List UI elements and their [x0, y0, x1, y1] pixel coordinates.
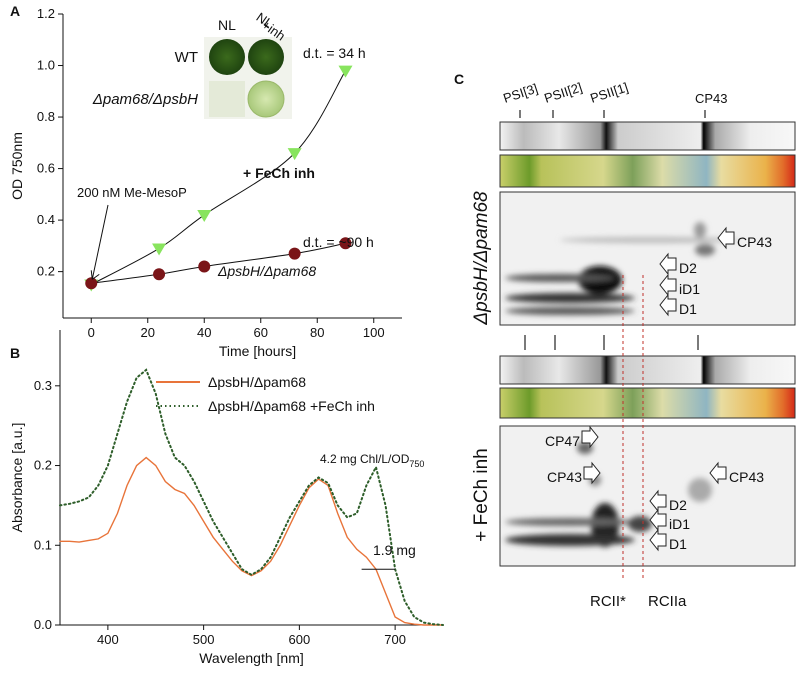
- annotation-part: 750: [409, 459, 424, 469]
- spectrum-line: [59, 368, 444, 626]
- point: [152, 243, 167, 256]
- gel-bands: [505, 222, 740, 315]
- band-label: D2: [669, 497, 687, 513]
- band-label: CP43: [729, 469, 764, 485]
- lane-label: PSII[1]: [588, 80, 630, 106]
- x-tick-label: 80: [310, 325, 324, 340]
- annotation: 1.9 mg: [373, 542, 416, 558]
- band-label: CP47: [545, 433, 580, 449]
- side-label: + FeCh inh: [471, 448, 492, 541]
- point: [339, 237, 352, 250]
- y-tick-label: 0.2: [37, 264, 55, 279]
- legend-label: ΔpsbH/Δpam68 +FeCh inh: [208, 398, 375, 414]
- point: [287, 148, 302, 161]
- annotation-arrow: [90, 204, 109, 280]
- lane-label: PSII[2]: [542, 80, 584, 106]
- band-label: iD1: [679, 281, 700, 297]
- label-arrow: [717, 226, 735, 250]
- x-tick-label: 500: [193, 632, 215, 647]
- gel-strip: [499, 154, 796, 188]
- x-tick-label: 600: [289, 632, 311, 647]
- point: [338, 65, 353, 78]
- series-label: + FeCh inh: [243, 165, 315, 181]
- label-arrow: [709, 461, 727, 485]
- gel-bands: [505, 442, 712, 547]
- panel-label: B: [10, 345, 20, 361]
- annotation-part: 4.2 mg Chl/L/OD: [320, 452, 410, 466]
- lane-label: PSI[3]: [501, 81, 539, 106]
- side-label: ΔpsbH/Δpam68: [471, 191, 492, 326]
- plate: [209, 81, 245, 117]
- gel-panel: PSI[3] PSII[2] PSII[1] CP43 ΔpsbH/Δpam68…: [471, 80, 796, 610]
- plate: [209, 39, 245, 75]
- label-arrow: [583, 461, 601, 485]
- y-axis-label: Absorbance [a.u.]: [9, 423, 25, 533]
- x-axis-label: Wavelength [nm]: [199, 650, 304, 666]
- x-tick-label: 0: [88, 325, 95, 340]
- label-arrow: [649, 508, 667, 532]
- band-label: CP43: [737, 234, 772, 250]
- plate: [247, 80, 285, 118]
- x-tick-label: 40: [197, 325, 211, 340]
- y-tick-label: 0.4: [37, 212, 55, 227]
- figure-root: A B C PSI[3] PSII[2] PSII[1] CP43 ΔpsbH/…: [9, 3, 796, 666]
- x-axis-label: Time [hours]: [219, 343, 296, 359]
- plate: [248, 39, 284, 75]
- band-label: D2: [679, 260, 697, 276]
- point: [197, 209, 212, 222]
- label-arrow: [649, 528, 667, 552]
- panel-label: A: [10, 3, 20, 19]
- y-tick-label: 0.3: [34, 378, 52, 393]
- gel-strip: [499, 355, 796, 385]
- gel-strip: [499, 121, 796, 151]
- label-arrow: [659, 293, 677, 317]
- y-tick-label: 0.8: [37, 109, 55, 124]
- band-label: D1: [669, 536, 687, 552]
- y-tick-label: 0.1: [34, 537, 52, 552]
- band-label: D1: [679, 301, 697, 317]
- annotation: d.t. = 34 h: [303, 45, 366, 61]
- band-label: iD1: [669, 516, 690, 532]
- gel: [499, 191, 796, 326]
- point: [288, 247, 301, 260]
- x-tick-label: 60: [254, 325, 268, 340]
- label-arrow: [659, 273, 677, 297]
- inset-row: WT: [175, 49, 198, 66]
- bottom-label: RCII*: [590, 593, 626, 610]
- annotation: d.t. = ~90 h: [303, 234, 374, 250]
- annotation: 4.2 mg Chl/L/OD750: [320, 452, 424, 469]
- annotation: 200 nM Me-MesoP: [77, 185, 187, 200]
- legend-label: ΔpsbH/Δpam68: [208, 374, 306, 390]
- point: [153, 268, 166, 281]
- x-tick-label: 700: [384, 632, 406, 647]
- bottom-label: RCIIa: [648, 593, 687, 610]
- spectrum-line: [59, 456, 444, 626]
- label-arrow: [649, 489, 667, 513]
- band-label: CP43: [547, 469, 582, 485]
- label-arrow: [581, 425, 599, 449]
- series-label: ΔpsbH/Δpam68: [217, 263, 316, 279]
- lane-ticks: [519, 110, 706, 350]
- label-arrow: [659, 252, 677, 276]
- y-tick-label: 0.2: [34, 458, 52, 473]
- inset-row: Δpam68/ΔpsbH: [92, 91, 198, 108]
- inset-col: NL: [218, 17, 236, 33]
- y-tick-label: 1.2: [37, 6, 55, 21]
- x-tick-label: 100: [363, 325, 385, 340]
- point: [198, 260, 211, 273]
- x-tick-label: 20: [141, 325, 155, 340]
- x-tick-label: 400: [97, 632, 119, 647]
- y-tick-label: 1.0: [37, 58, 55, 73]
- point: [85, 277, 98, 290]
- y-axis-label: OD 750nm: [9, 132, 25, 200]
- gel-strip: [499, 387, 796, 419]
- y-tick-label: 0.6: [37, 161, 55, 176]
- lane-label: CP43: [695, 91, 728, 106]
- panel-label: C: [454, 71, 464, 87]
- y-tick-label: 0.0: [34, 617, 52, 632]
